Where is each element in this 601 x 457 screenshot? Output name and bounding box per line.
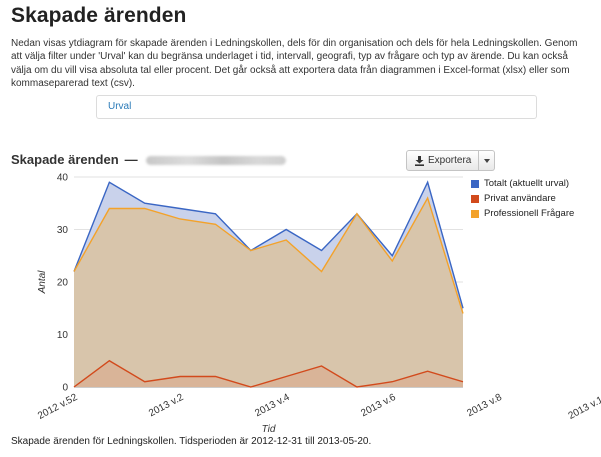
legend-swatch xyxy=(471,209,479,218)
series-line xyxy=(73,196,464,314)
chart-caption: Skapade ärenden för Ledningskollen. Tids… xyxy=(11,436,372,447)
chart-heading: Skapade ärenden — xyxy=(11,152,286,167)
x-axis-title: Tid xyxy=(262,424,276,435)
series-area xyxy=(74,198,463,387)
legend-swatch xyxy=(471,194,479,203)
series-line xyxy=(73,180,464,309)
blurred-organization-name xyxy=(145,156,286,166)
legend-swatch xyxy=(471,179,479,188)
legend-label: Professionell Frågare xyxy=(484,208,575,219)
export-button-group[interactable]: Exportera xyxy=(406,150,496,171)
chart-legend: Totalt (aktuellt urval) Privat användare P… xyxy=(471,176,574,221)
y-tick-label: 40 xyxy=(57,173,69,184)
series-line xyxy=(73,359,464,388)
x-tick-label: 2012 v.52 xyxy=(36,392,80,422)
y-tick-label: 10 xyxy=(57,330,69,341)
chart-heading-title: Skapade ärenden xyxy=(11,152,119,167)
urval-link[interactable]: Urval xyxy=(108,101,132,112)
intro-text: Nedan visas ytdiagram för skapade ärende… xyxy=(11,38,578,90)
export-button[interactable]: Exportera xyxy=(406,150,480,171)
legend-item: Privat användare xyxy=(471,191,574,206)
x-tick-label: 2013 v.2 xyxy=(147,392,186,420)
y-axis-title: Antal xyxy=(37,270,48,295)
y-tick-label: 0 xyxy=(62,383,68,394)
export-dropdown-toggle[interactable] xyxy=(479,150,496,171)
legend-item: Totalt (aktuellt urval) xyxy=(471,176,574,191)
legend-label: Privat användare xyxy=(484,193,556,204)
urval-panel[interactable]: Urval xyxy=(96,95,537,119)
legend-label: Totalt (aktuellt urval) xyxy=(484,178,570,189)
x-tick-label: 2013 v.4 xyxy=(253,392,292,420)
page-title: Skapade ärenden xyxy=(11,4,187,27)
legend-item: Professionell Frågare xyxy=(471,206,574,221)
y-tick-label: 30 xyxy=(57,225,69,236)
x-tick-label: 2013 v.6 xyxy=(359,392,398,420)
y-tick-label: 20 xyxy=(57,278,69,289)
export-button-label: Exportera xyxy=(428,155,472,166)
x-tick-label: 2013 v.8 xyxy=(465,392,504,420)
series-area xyxy=(74,360,463,387)
x-tick-label: 2013 v.10 xyxy=(567,392,601,422)
download-icon xyxy=(415,155,424,166)
chart-heading-separator: — xyxy=(124,152,138,167)
caret-down-icon xyxy=(483,158,490,163)
